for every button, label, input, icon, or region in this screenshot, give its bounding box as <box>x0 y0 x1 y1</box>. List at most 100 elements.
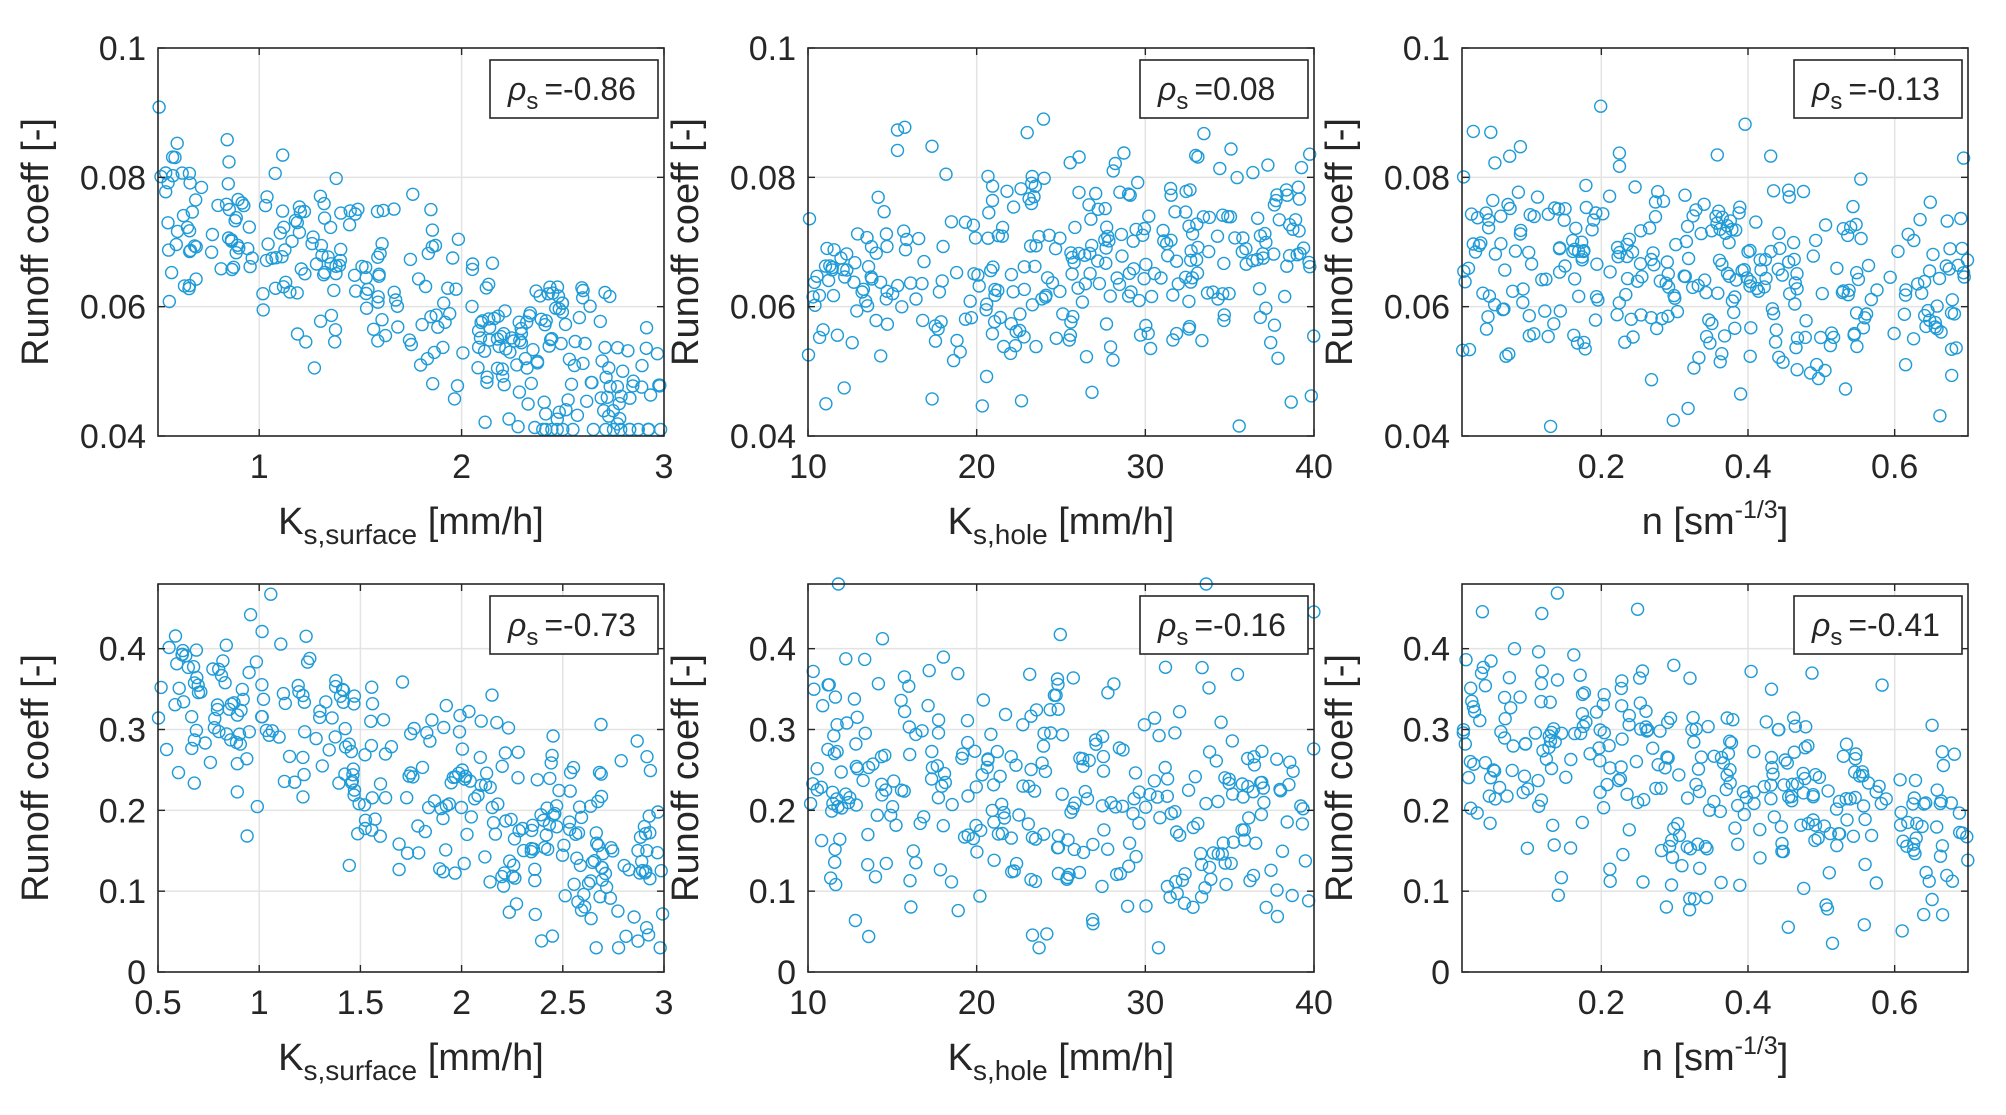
scatter-point <box>938 775 952 790</box>
scatter-point <box>1169 254 1184 268</box>
scatter-point <box>1524 257 1539 271</box>
scatter-point <box>1743 243 1757 258</box>
scatter-point <box>1269 193 1283 208</box>
scatter-point <box>894 783 909 797</box>
scatter-point <box>961 789 975 803</box>
scatter-point <box>1017 282 1032 297</box>
scatter-point <box>162 640 176 655</box>
scatter-point <box>364 738 379 753</box>
scatter-point <box>265 724 279 738</box>
scatter-point <box>1215 847 1230 861</box>
scatter-point <box>1790 282 1804 296</box>
scatter-point <box>1576 244 1591 259</box>
scatter-point <box>212 724 226 739</box>
scatter-point <box>593 314 607 329</box>
scatter-point <box>1857 918 1872 932</box>
scatter-point <box>1548 735 1562 749</box>
scatter-point <box>332 776 346 790</box>
scatter-point <box>1121 289 1136 303</box>
scatter-point <box>1806 249 1821 263</box>
scatter-point <box>1520 782 1535 796</box>
scatter-point <box>1045 276 1060 290</box>
scatter-point <box>1702 803 1717 817</box>
scatter-point <box>1082 753 1096 768</box>
scatter-point <box>1027 784 1042 798</box>
scatter-point <box>372 267 386 281</box>
scatter-point <box>329 674 343 688</box>
scatter-point <box>1239 257 1253 271</box>
y-tick-label: 0.2 <box>1403 792 1450 830</box>
scatter-point <box>1284 395 1298 409</box>
scatter-point <box>188 193 203 207</box>
scatter-point <box>448 770 463 784</box>
scatter-point <box>968 231 983 245</box>
scatter-point <box>1790 331 1805 345</box>
scatter-point <box>373 246 387 261</box>
scatter-point <box>1764 244 1778 259</box>
scatter-point <box>1211 847 1226 861</box>
scatter-point <box>1099 220 1114 234</box>
scatter-point <box>297 204 312 219</box>
scatter-point <box>424 202 438 217</box>
scatter-point <box>172 681 186 695</box>
scatter-point <box>890 123 905 137</box>
scatter-point <box>324 257 338 271</box>
scatter-point <box>1633 224 1648 238</box>
scatter-point <box>442 797 456 811</box>
scatter-point <box>447 392 462 406</box>
scatter-point <box>936 650 951 664</box>
scatter-point <box>610 417 625 431</box>
scatter-point <box>1849 306 1864 320</box>
scatter-point <box>810 762 824 776</box>
scatter-point <box>1854 172 1868 186</box>
scatter-point <box>958 312 973 326</box>
scatter-point <box>431 320 445 334</box>
scatter-point <box>1223 210 1238 224</box>
scatter-point <box>485 256 500 270</box>
scatter-point <box>1458 737 1473 751</box>
scatter-point <box>1851 272 1866 287</box>
scatter-point <box>958 215 973 229</box>
scatter-point <box>411 272 426 286</box>
scatter-point <box>206 662 220 676</box>
scatter-point <box>449 282 463 296</box>
scatter-point <box>1051 702 1065 716</box>
scatter-point <box>168 629 183 643</box>
scatter-point <box>825 260 839 275</box>
scatter-point <box>848 913 863 928</box>
scatter-point <box>260 190 274 204</box>
scatter-point <box>439 698 453 713</box>
scatter-point <box>1166 288 1180 302</box>
scatter-point <box>814 780 828 794</box>
scatter-point <box>1769 323 1784 337</box>
scatter-point <box>979 369 994 384</box>
scatter-point <box>510 358 524 372</box>
scatter-point <box>1064 805 1078 819</box>
scatter-point <box>242 220 257 234</box>
scatter-point <box>574 903 589 917</box>
scatter-point <box>1782 287 1797 301</box>
scatter-point <box>1004 750 1018 764</box>
scatter-point <box>478 778 493 792</box>
scatter-point <box>1270 188 1284 202</box>
scatter-point <box>995 220 1010 235</box>
scatter-point <box>610 341 625 355</box>
scatter-point <box>443 307 457 321</box>
scatter-point <box>1639 720 1653 734</box>
y-axis-label: Runoff coeff [-] <box>665 654 707 902</box>
scatter-point <box>406 770 420 784</box>
scatter-point <box>1648 195 1663 209</box>
scatter-point <box>574 810 589 825</box>
scatter-point <box>1683 891 1697 906</box>
scatter-point <box>559 403 573 417</box>
scatter-point <box>1275 844 1290 858</box>
scatter-point <box>1796 786 1811 800</box>
scatter-point <box>875 788 889 802</box>
scatter-point <box>436 811 450 826</box>
scatter-point <box>1202 745 1217 759</box>
scatter-point <box>1169 825 1184 839</box>
scatter-point <box>1764 750 1779 765</box>
scatter-point <box>490 332 505 346</box>
scatter-point <box>1713 804 1728 819</box>
